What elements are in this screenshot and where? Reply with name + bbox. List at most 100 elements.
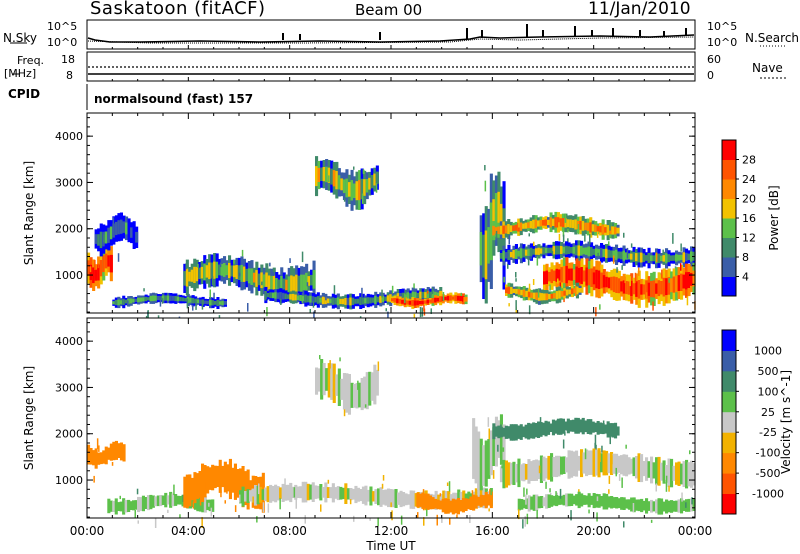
data-cell: [591, 421, 595, 433]
data-cell: [596, 421, 600, 435]
data-cell-core: [181, 297, 185, 302]
data-cell: [637, 499, 641, 512]
data-cell: [99, 452, 103, 465]
data-cell: [604, 424, 608, 434]
power-panel: [86, 112, 696, 327]
data-cell-core: [560, 291, 564, 297]
data-cell: [527, 495, 531, 512]
data-cell-core: [665, 278, 669, 296]
data-speckle: [197, 264, 199, 268]
data-cell: [655, 499, 659, 514]
data-cell: [472, 418, 476, 479]
data-cell-core: [132, 298, 136, 303]
data-cell: [590, 495, 594, 505]
data-cell-core: [662, 255, 666, 262]
data-cell: [399, 490, 403, 508]
data-cell-core: [610, 276, 614, 291]
data-cell: [580, 449, 584, 478]
data-speckle: [623, 232, 625, 238]
data-cell: [542, 497, 546, 507]
data-cell-core: [426, 300, 430, 304]
data-cell-core: [484, 230, 488, 280]
data-cell-core: [479, 232, 483, 266]
data-speckle: [199, 495, 202, 506]
data-cell-core: [144, 296, 148, 302]
data-cell-core: [194, 298, 198, 304]
data-cell: [320, 359, 324, 400]
data-speckle: [226, 488, 228, 494]
data-cell: [569, 420, 573, 432]
data-region: [505, 278, 582, 315]
data-cell: [622, 454, 626, 476]
data-speckle: [524, 516, 526, 527]
data-cell: [509, 424, 513, 441]
colorbar-label: Velocity [m s^-1]: [779, 370, 793, 474]
data-cell-core: [203, 263, 207, 281]
data-cell-core: [117, 220, 121, 235]
data-cell: [555, 455, 559, 478]
data-cell: [384, 489, 388, 506]
data-speckle: [328, 175, 330, 183]
data-speckle: [528, 233, 530, 237]
data-cell-core: [210, 262, 214, 279]
data-cell-core: [581, 220, 585, 231]
data-cell: [371, 491, 375, 502]
data-cell-core: [361, 297, 365, 305]
data-cell-core: [595, 248, 599, 256]
data-speckle: [377, 517, 379, 527]
data-speckle: [361, 287, 363, 298]
data-cell-core: [657, 280, 661, 297]
data-speckle: [536, 509, 538, 519]
data-cell: [484, 491, 488, 509]
data-cell: [532, 494, 536, 511]
data-cell: [507, 462, 511, 486]
data-speckle: [426, 507, 428, 517]
data-cell-core: [119, 219, 123, 234]
data-speckle: [484, 180, 487, 192]
data-cell: [188, 474, 192, 507]
data-cell: [119, 501, 123, 512]
data-speckle: [624, 276, 626, 284]
data-cell-core: [591, 224, 595, 232]
data-region: [499, 444, 696, 504]
data-cell: [575, 450, 579, 477]
data-cell-core: [152, 295, 156, 302]
data-cell: [609, 423, 613, 437]
data-cell-core: [355, 181, 359, 201]
data-cell-core: [642, 284, 646, 295]
colorbar-segment: [722, 432, 736, 454]
data-cell: [223, 461, 227, 493]
data-cell: [581, 417, 585, 435]
data-speckle: [119, 495, 121, 500]
data-cell-core: [237, 265, 241, 280]
data-cell: [114, 440, 118, 460]
data-cell: [335, 374, 339, 396]
data-cell: [482, 495, 486, 506]
data-cell-core: [630, 253, 634, 260]
data-cell: [201, 463, 205, 502]
data-speckle: [375, 174, 378, 181]
colorbar-segment: [722, 411, 736, 433]
data-speckle: [233, 260, 235, 264]
data-speckle: [137, 520, 139, 524]
data-cell: [321, 487, 325, 498]
data-speckle: [456, 514, 458, 519]
data-cell-core: [665, 253, 669, 264]
data-cell: [562, 456, 566, 474]
data-speckle: [446, 482, 449, 486]
data-region: [543, 252, 696, 317]
data-cell: [366, 489, 370, 502]
data-cell-core: [179, 297, 183, 302]
data-cell: [555, 495, 559, 507]
data-speckle: [608, 489, 610, 494]
data-cell-core: [522, 223, 526, 229]
data-speckle: [364, 404, 367, 408]
data-cell: [266, 486, 270, 503]
data-cell: [355, 383, 359, 409]
data-cell-core: [625, 281, 629, 295]
data-cell: [325, 368, 329, 391]
data-cell: [605, 450, 609, 476]
data-speckle: [515, 272, 517, 278]
data-cell: [365, 372, 369, 410]
data-cell: [193, 472, 197, 504]
